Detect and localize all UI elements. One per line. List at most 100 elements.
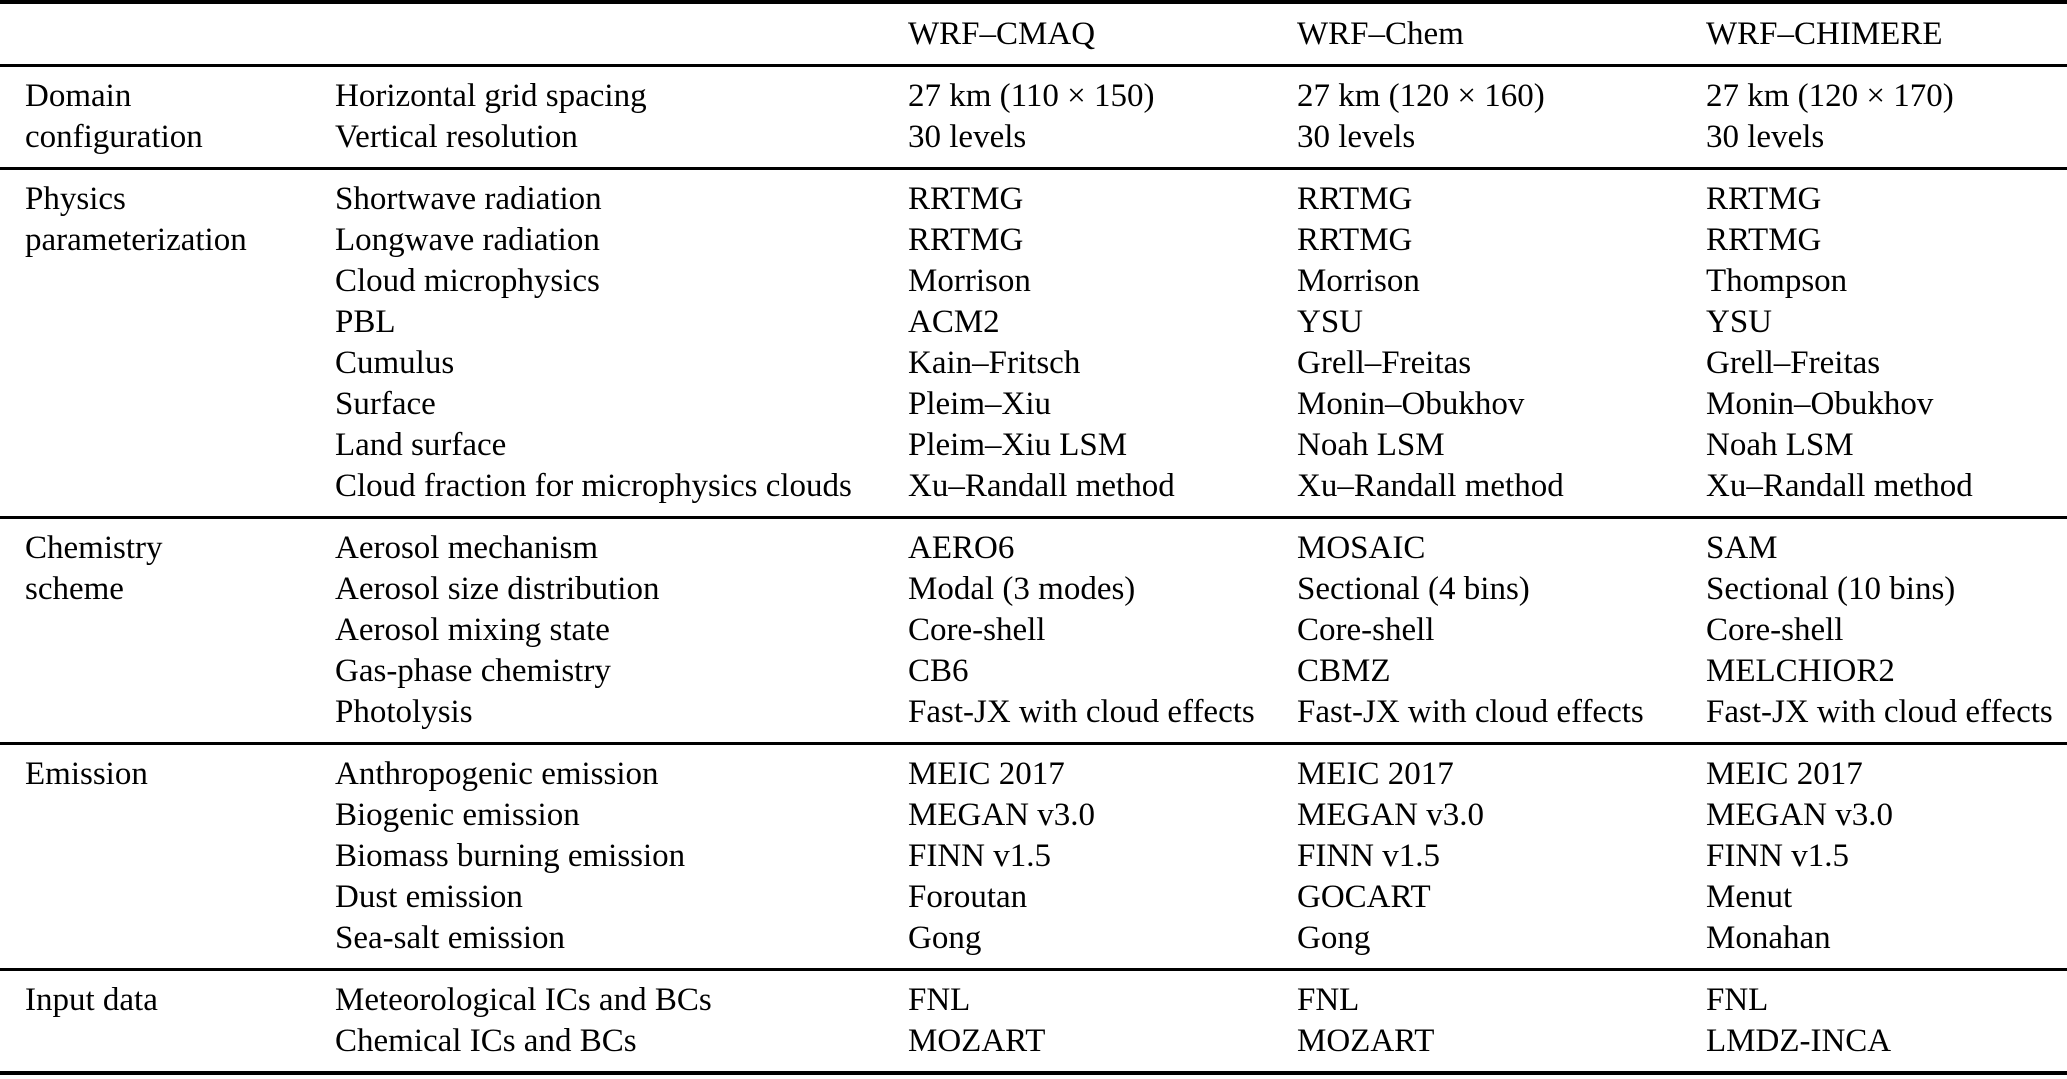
row-group-label: scheme [25,571,124,607]
table-section-domain-configuration: Domain configuration Horizontal grid spaci… [0,67,2067,167]
value-cell: Xu–Randall method [1297,468,1564,504]
value-cell: Sectional (10 bins) [1706,571,1956,607]
value-cell: Core-shell [1706,612,1844,648]
value-cell: Gong [908,920,982,956]
parameter-label: PBL [335,304,396,340]
parameter-label: Meteorological ICs and BCs [335,982,712,1018]
value-cell: Monahan [1706,920,1831,956]
value-cell: Xu–Randall method [908,468,1175,504]
table-top-rule [0,0,2067,4]
parameter-label: Sea-salt emission [335,920,566,956]
value-cell: MOZART [1297,1023,1435,1059]
value-cell: FINN v1.5 [908,838,1052,874]
value-cell: RRTMG [908,181,1024,217]
header-divider-rule [0,64,2067,67]
value-cell: FNL [1706,982,1769,1018]
parameter-label: Surface [335,386,436,422]
section-divider-rule [0,742,2067,745]
column-header-wrf-cmaq: WRF–CMAQ [908,16,1096,52]
value-cell: CBMZ [1297,653,1391,689]
row-group-label: Chemistry [25,530,163,566]
parameter-label: Photolysis [335,694,473,730]
parameter-label: Cloud fraction for microphysics clouds [335,468,852,504]
value-cell: MEGAN v3.0 [1297,797,1484,833]
value-cell: Grell–Freitas [1297,345,1472,381]
header-spacer-group-column [25,14,335,55]
column-header-wrf-chimere: WRF–CHIMERE [1706,16,1943,52]
value-cell: RRTMG [1297,181,1413,217]
parameter-label: Longwave radiation [335,222,600,258]
parameter-label: Cumulus [335,345,455,381]
parameter-label: Aerosol mechanism [335,530,599,566]
value-cell: Thompson [1706,263,1848,299]
value-cell: MELCHIOR2 [1706,653,1895,689]
header-spacer-parameter-column [335,14,908,55]
parameter-label: Shortwave radiation [335,181,602,217]
value-cell: Sectional (4 bins) [1297,571,1530,607]
value-cell: MOSAIC [1297,530,1426,566]
parameter-label: Anthropogenic emission [335,756,659,792]
value-cell: FINN v1.5 [1706,838,1850,874]
value-cell: MEGAN v3.0 [908,797,1095,833]
value-cell: 27 km (110 × 150) [908,78,1155,114]
value-cell: Fast-JX with cloud effects [1297,694,1644,730]
value-cell: RRTMG [1297,222,1413,258]
value-cell: RRTMG [908,222,1024,258]
value-cell: CB6 [908,653,969,689]
value-cell: Modal (3 modes) [908,571,1136,607]
value-cell: 27 km (120 × 160) [1297,78,1545,114]
value-cell: FINN v1.5 [1297,838,1441,874]
section-divider-rule [0,968,2067,971]
parameter-label: Aerosol size distribution [335,571,660,607]
table-section-input-data: Input data Meteorological ICs and BCs FNL F… [0,971,2067,1071]
value-cell: GOCART [1297,879,1431,915]
value-cell: Pleim–Xiu [908,386,1052,422]
value-cell: 27 km (120 × 170) [1706,78,1954,114]
parameter-label: Gas-phase chemistry [335,653,611,689]
parameter-label: Dust emission [335,879,523,915]
value-cell: Gong [1297,920,1371,956]
value-cell: Noah LSM [1297,427,1445,463]
row-group-label: Emission [25,756,148,792]
value-cell: FNL [1297,982,1360,1018]
row-group-label: Physics [25,181,126,217]
value-cell: LMDZ-INCA [1706,1023,1892,1059]
value-cell: MEIC 2017 [1706,756,1863,792]
value-cell: MEIC 2017 [1297,756,1454,792]
value-cell: Kain–Fritsch [908,345,1081,381]
table-section-physics-parameterization: Physics parameterization Shortwave radiati… [0,170,2067,516]
value-cell: FNL [908,982,971,1018]
parameter-label: Horizontal grid spacing [335,78,647,114]
value-cell: 30 levels [1706,119,1825,155]
value-cell: 30 levels [908,119,1027,155]
value-cell: MEGAN v3.0 [1706,797,1893,833]
section-divider-rule [0,516,2067,519]
value-cell: YSU [1706,304,1773,340]
parameter-label: Aerosol mixing state [335,612,610,648]
column-header-wrf-chem: WRF–Chem [1297,16,1464,52]
parameter-label: Vertical resolution [335,119,578,155]
table-header-row: WRF–CMAQ WRF–Chem WRF–CHIMERE [0,4,2067,64]
value-cell: Monin–Obukhov [1297,386,1525,422]
value-cell: MOZART [908,1023,1046,1059]
parameter-label: Biogenic emission [335,797,580,833]
value-cell: Fast-JX with cloud effects [1706,694,2053,730]
value-cell: Morrison [1297,263,1420,299]
value-cell: RRTMG [1706,181,1822,217]
parameter-label: Chemical ICs and BCs [335,1023,637,1059]
section-divider-rule [0,167,2067,170]
table-bottom-rule [0,1071,2067,1075]
value-cell: Morrison [908,263,1031,299]
value-cell: Fast-JX with cloud effects [908,694,1255,730]
value-cell: YSU [1297,304,1364,340]
table-section-chemistry-scheme: Chemistry scheme Aerosol mechanism AERO6 MOS… [0,519,2067,742]
parameter-label: Biomass burning emission [335,838,686,874]
value-cell: RRTMG [1706,222,1822,258]
value-cell: SAM [1706,530,1778,566]
value-cell: 30 levels [1297,119,1416,155]
value-cell: AERO6 [908,530,1015,566]
row-group-label: Domain [25,78,132,114]
parameter-label: Land surface [335,427,507,463]
value-cell: MEIC 2017 [908,756,1065,792]
